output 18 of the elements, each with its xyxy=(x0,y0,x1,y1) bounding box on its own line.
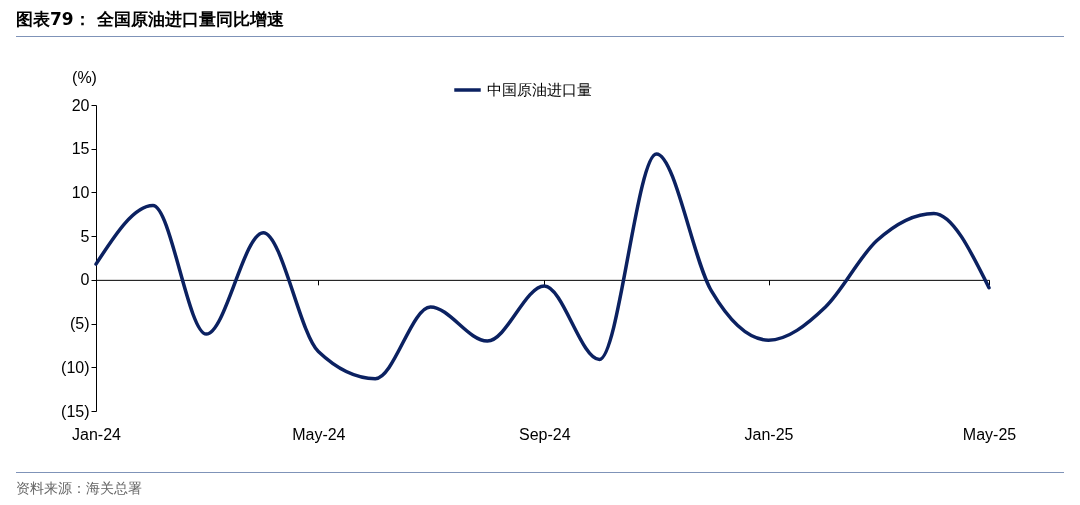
y-tick-label: 20 xyxy=(71,96,90,114)
x-tick-label: May-24 xyxy=(292,425,346,443)
y-tick-label: 10 xyxy=(71,183,90,201)
legend-label: 中国原油进口量 xyxy=(486,81,592,99)
chart-title: 图表79： 全国原油进口量同比增速 xyxy=(16,8,284,31)
y-tick-label: (10) xyxy=(61,358,90,376)
x-tick-label: Jan-24 xyxy=(72,425,122,443)
y-tick-label: 0 xyxy=(80,271,90,289)
y-axis-title: (%) xyxy=(72,68,97,86)
y-tick-label: 5 xyxy=(80,227,90,245)
x-tick-label: May-25 xyxy=(962,425,1017,443)
x-tick-label: Sep-24 xyxy=(519,425,571,443)
y-tick-label: (5) xyxy=(69,315,90,333)
x-tick-label: Jan-25 xyxy=(744,425,794,443)
y-tick-label: (15) xyxy=(61,402,90,420)
line-series xyxy=(94,152,991,381)
y-tick-label: 15 xyxy=(71,140,90,158)
text: 资料来源：海关总署 xyxy=(16,480,142,498)
